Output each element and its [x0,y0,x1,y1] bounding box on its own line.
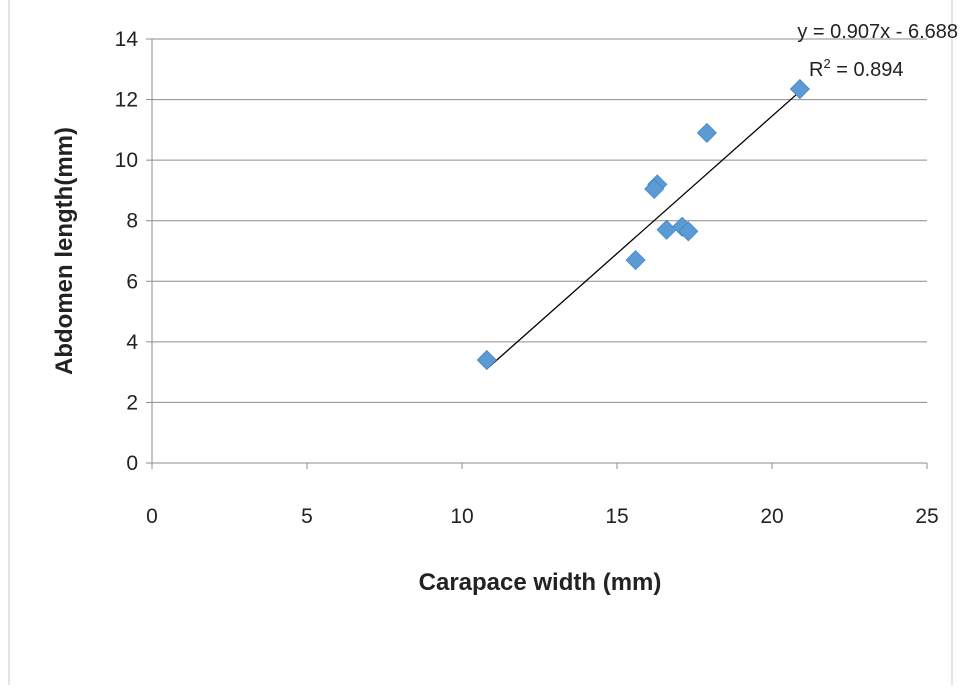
y-tick-label: 10 [115,149,138,172]
trendline-equation: y = 0.907x - 6.688 [797,21,958,43]
y-tick-label: 0 [126,452,138,475]
y-tick-label: 4 [126,331,138,354]
x-tick-label: 10 [450,505,473,528]
axes [146,38,928,469]
data-point [656,219,677,240]
data-point [696,122,717,143]
data-point [678,221,699,242]
x-tick-label: 0 [146,505,158,528]
x-axis-title: Carapace width (mm) [419,569,662,596]
y-tick-label: 8 [126,210,138,233]
data-point [789,78,810,100]
y-tick-label: 2 [126,391,138,414]
x-tick-labels: 0 5 10 15 20 25 [146,505,939,528]
x-tick-label: 5 [301,505,313,528]
x-tick-label: 20 [760,505,783,528]
x-tick-label: 25 [915,505,938,528]
gridlines [152,38,927,403]
trendline-layer [486,90,801,370]
y-tick-label: 14 [115,28,139,51]
trendline-r2: R2 = 0.894 [809,56,904,81]
data-point [625,250,646,271]
data-point [644,178,665,199]
data-points [476,78,810,371]
y-tick-label: 6 [126,270,138,293]
x-tick-label: 15 [605,505,628,528]
y-tick-label: 12 [115,89,138,112]
data-point [476,349,497,371]
y-tick-labels: 0 2 4 6 8 10 12 14 [115,28,139,475]
y-axis-title: Abdomen length(mm) [51,127,78,375]
trendline [486,90,801,370]
